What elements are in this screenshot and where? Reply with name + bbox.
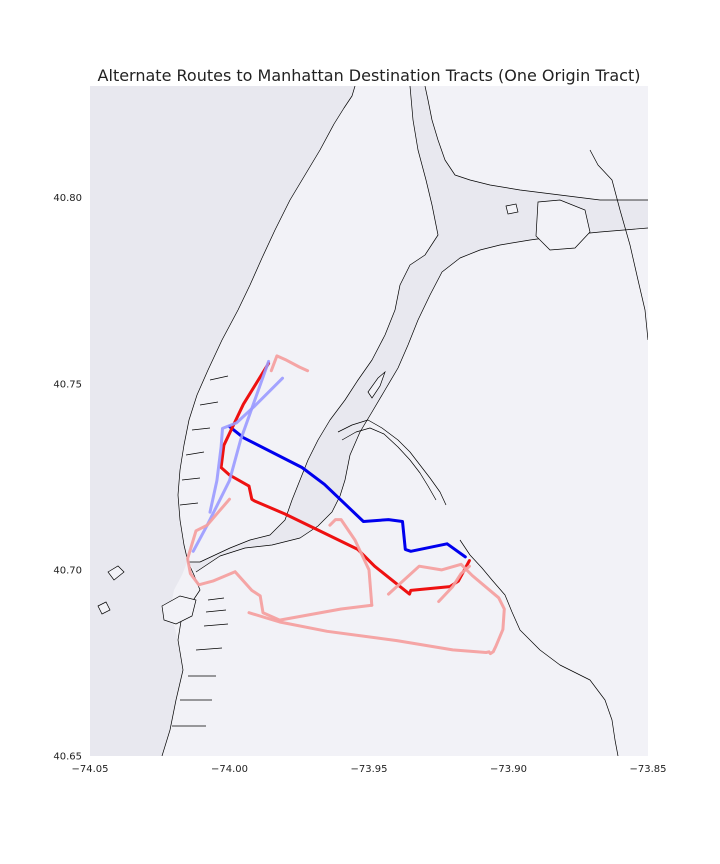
route-line-6 xyxy=(328,518,374,607)
manhattan-east-shore xyxy=(188,86,439,563)
route-line-4 xyxy=(208,376,284,514)
routes-layer xyxy=(186,354,506,656)
brooklyn-piers xyxy=(172,597,229,727)
east-river-water xyxy=(188,86,648,572)
x-axis: −74.05 −74.00 −73.95 −73.90 −73.85 xyxy=(71,764,666,775)
x-tick-label: −74.05 xyxy=(71,764,108,775)
route-line-3 xyxy=(191,359,271,553)
governors-island xyxy=(161,595,197,625)
queens-east-coast xyxy=(459,539,619,756)
randalls-island xyxy=(535,199,591,251)
route-line-1 xyxy=(228,425,467,559)
manhattan-piers xyxy=(179,375,229,506)
bronx-south-shore xyxy=(424,86,648,201)
rikers-island-islet xyxy=(505,203,519,215)
roosevelt-island xyxy=(367,370,386,399)
x-tick-label: −74.00 xyxy=(211,764,248,775)
queens-west-shore xyxy=(195,227,648,573)
y-tick-label: 40.75 xyxy=(53,379,82,390)
y-tick-label: 40.70 xyxy=(53,565,82,576)
route-line-7 xyxy=(247,562,506,656)
chart-title: Alternate Routes to Manhattan Destinatio… xyxy=(98,66,641,85)
route-line-5 xyxy=(186,497,374,622)
y-tick-label: 40.65 xyxy=(53,752,82,763)
newtown-creek xyxy=(337,419,447,506)
hudson-river-water xyxy=(90,86,355,756)
manhattan-west-shore xyxy=(177,86,356,563)
route-line-2 xyxy=(219,361,471,596)
ellis-island xyxy=(97,601,111,615)
y-axis: 40.65 40.70 40.75 40.80 xyxy=(53,193,82,762)
plot-area xyxy=(90,86,648,756)
route-line-8 xyxy=(437,564,471,603)
x-tick-label: −73.90 xyxy=(490,764,527,775)
liberty-island xyxy=(107,565,125,581)
y-tick-label: 40.80 xyxy=(53,193,82,204)
bronx-east-coast xyxy=(589,149,648,341)
route-line-9 xyxy=(269,354,310,373)
x-tick-label: −73.95 xyxy=(350,764,387,775)
x-tick-label: −73.85 xyxy=(629,764,666,775)
newtown-creek-bank xyxy=(341,427,437,501)
